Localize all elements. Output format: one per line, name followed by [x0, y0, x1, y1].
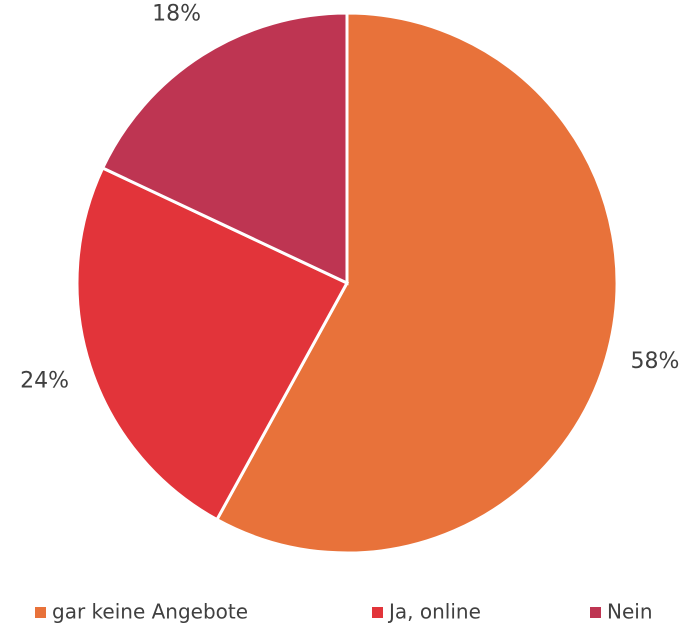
- pie-slice: [214, 11, 619, 555]
- legend-label: Ja, online: [387, 600, 481, 624]
- data-label: 24%: [20, 368, 69, 393]
- legend-label: gar keine Angebote: [52, 600, 248, 624]
- legend-swatch: [35, 607, 46, 618]
- legend-swatch: [372, 607, 383, 618]
- legend-label: Nein: [607, 600, 653, 624]
- data-label: 18%: [152, 2, 201, 27]
- pie-slice: [100, 11, 349, 286]
- data-label: 58%: [631, 349, 680, 374]
- pie-slice: [75, 166, 350, 522]
- legend-swatch: [590, 607, 601, 618]
